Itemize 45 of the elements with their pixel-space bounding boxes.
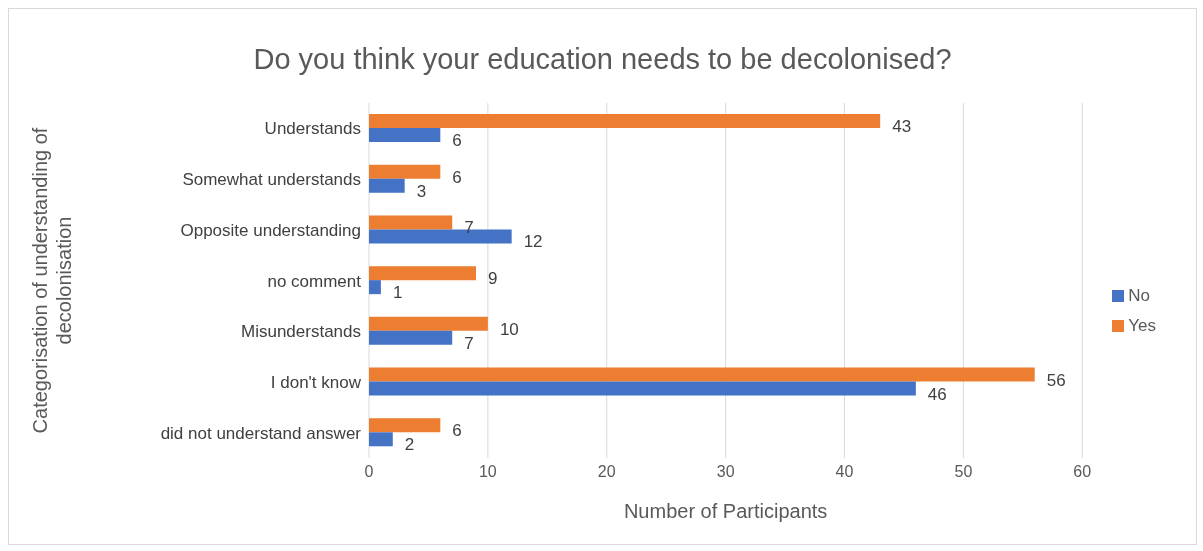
data-label: 56 [1046,370,1066,390]
legend-label: No [1128,285,1150,305]
data-label: 1 [392,283,403,303]
bar [369,114,881,128]
data-label: 12 [523,232,543,252]
data-label: 6 [452,167,462,187]
x-tick-label: 60 [1073,463,1092,481]
bar [369,164,441,179]
data-label: 43 [892,117,912,137]
x-tick-label: 20 [597,463,616,481]
data-label: 2 [404,435,415,455]
bar [369,128,441,142]
y-tick-label: Misunderstands [240,322,361,342]
x-tick-label: 40 [835,463,854,481]
bar [369,381,916,396]
chart-title: Do you think your education needs to be decolonised? [252,42,953,77]
data-label: 6 [452,421,462,441]
x-tick-label: 30 [716,463,735,481]
x-tick-label: 10 [478,463,497,481]
data-label: 7 [464,333,474,353]
bar [369,330,453,345]
bar [369,266,476,281]
legend-label: Yes [1128,315,1156,335]
y-tick-label: Somewhat understands [182,170,361,190]
data-label: 46 [927,384,947,404]
bar [369,367,1035,382]
data-label: 9 [487,269,498,289]
data-label: 3 [416,181,427,201]
bar [369,215,453,230]
bar [369,432,393,447]
data-label: 10 [499,319,519,339]
y-tick-label: did not understand answer [160,423,362,443]
x-tick-label: 0 [364,463,374,481]
bar [369,418,441,433]
x-axis-title: Number of Participants [623,500,828,522]
y-tick-label: I don't know [270,372,362,392]
bar [369,178,405,193]
bar [369,316,488,331]
y-tick-label: Opposite understanding [180,220,361,240]
x-tick-label: 50 [954,463,973,481]
data-label: 6 [452,131,462,151]
y-tick-label: no comment [267,271,362,291]
y-tick-label: Understands [264,119,361,139]
bar [369,280,381,295]
y-axis-title: Categorisation of understanding of decolonisation [29,127,75,434]
